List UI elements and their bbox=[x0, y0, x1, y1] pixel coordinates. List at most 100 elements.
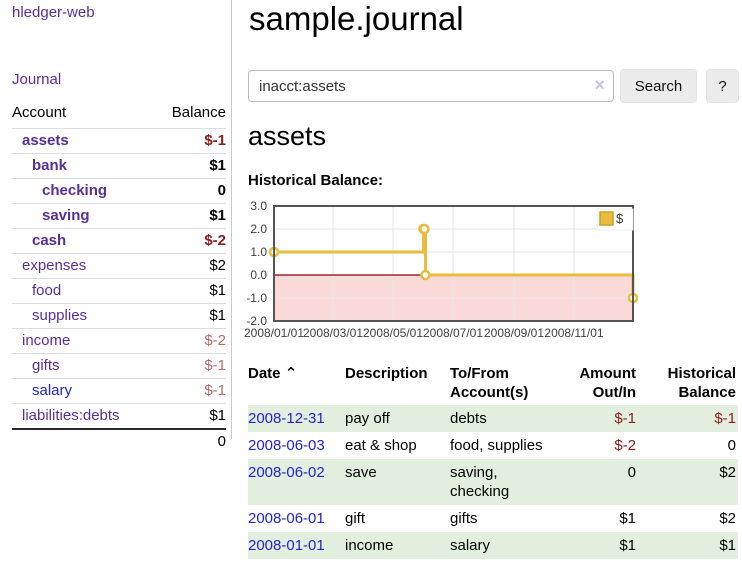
register-row[interactable]: 2008-12-31 pay off debts $-1 $-1 bbox=[248, 405, 738, 432]
y-tick-label: -1.0 bbox=[246, 291, 267, 305]
account-link[interactable]: food bbox=[32, 282, 62, 299]
account-name-cell: income bbox=[12, 329, 154, 354]
account-row: income $-2 bbox=[12, 328, 226, 354]
search-button[interactable]: Search bbox=[620, 69, 697, 103]
account-link[interactable]: bank bbox=[32, 157, 68, 174]
register-date-cell: 2008-12-31 bbox=[248, 405, 345, 432]
account-row: liabilities:debts $1 bbox=[12, 403, 226, 430]
account-balance: $-1 bbox=[204, 357, 226, 374]
account-row: salary $-1 bbox=[12, 378, 226, 404]
account-link[interactable]: supplies bbox=[32, 307, 88, 324]
account-balance: $-2 bbox=[204, 232, 226, 249]
register-date-link[interactable]: 2008-06-01 bbox=[248, 510, 325, 527]
account-row: supplies $1 bbox=[12, 303, 226, 329]
data-point-marker bbox=[420, 269, 431, 281]
account-name-cell: cash bbox=[12, 229, 154, 254]
register-amount: 0 bbox=[627, 464, 636, 481]
register-col-accounts: To/From Account(s) bbox=[450, 365, 529, 401]
data-point-marker bbox=[419, 223, 430, 235]
register-date-cell: 2008-06-02 bbox=[248, 459, 345, 505]
account-link[interactable]: gifts bbox=[32, 357, 60, 374]
register-description: save bbox=[345, 464, 377, 481]
account-balance: $1 bbox=[209, 207, 226, 224]
account-link[interactable]: income bbox=[22, 332, 71, 349]
legend-swatch bbox=[599, 211, 614, 226]
register-accounts: salary bbox=[450, 537, 491, 554]
search-input-wrap: × bbox=[248, 70, 614, 102]
y-tick-label: 2.0 bbox=[250, 222, 267, 236]
account-row: gifts $-1 bbox=[12, 353, 226, 379]
register-accounts: debts bbox=[450, 410, 487, 427]
register-amount: $1 bbox=[619, 510, 636, 527]
account-name-cell: checking bbox=[12, 179, 154, 204]
page-title: sample.journal bbox=[249, 0, 464, 37]
y-tick-label: -2.0 bbox=[246, 314, 267, 328]
account-link[interactable]: liabilities:debts bbox=[22, 407, 120, 424]
register-description: income bbox=[345, 537, 394, 554]
accounts-total-spacer bbox=[12, 429, 154, 454]
account-balance: $-1 bbox=[204, 382, 226, 399]
accounts-header-row: Account Balance bbox=[12, 103, 226, 129]
sidebar: hledger-web Journal Account Balance asse… bbox=[0, 0, 232, 450]
account-name-cell: bank bbox=[12, 154, 154, 179]
account-name-cell: supplies bbox=[12, 304, 154, 329]
register-row[interactable]: 2008-01-01 income salary $1 $1 bbox=[248, 532, 738, 559]
chart-svg: 3.0 2.0 1.0 0.0 -1.0 -2.02008/01/012008/03/01… bbox=[244, 199, 639, 340]
account-link[interactable]: assets bbox=[22, 132, 69, 149]
account-balance: 0 bbox=[217, 182, 226, 199]
sidebar-item-journal[interactable]: Journal bbox=[12, 71, 62, 88]
register-date-link[interactable]: 2008-06-02 bbox=[248, 464, 325, 481]
x-tick-label: 2008/05/01 bbox=[363, 326, 423, 340]
account-link[interactable]: cash bbox=[32, 232, 67, 249]
account-row: expenses $2 bbox=[12, 253, 226, 279]
search-form: × Search ? bbox=[248, 69, 742, 104]
date-header-label: Date bbox=[248, 365, 281, 382]
account-link[interactable]: saving bbox=[42, 207, 90, 224]
register-col-date[interactable]: Date ⌃ bbox=[248, 361, 345, 405]
register-balance: $1 bbox=[719, 537, 736, 554]
x-tick-label: 2008/09/01 bbox=[484, 326, 544, 340]
register-date-link[interactable]: 2008-12-31 bbox=[248, 410, 325, 427]
account-name-cell: salary bbox=[12, 379, 154, 404]
register-col-amount: Amount Out/In bbox=[579, 365, 636, 401]
register-col-description: Description bbox=[345, 365, 428, 382]
account-name-cell: food bbox=[12, 279, 154, 304]
app-title-link[interactable]: hledger-web bbox=[12, 4, 95, 21]
accounts-col-balance: Balance bbox=[171, 104, 226, 121]
account-name-cell: assets bbox=[12, 129, 154, 154]
register-date-link[interactable]: 2008-01-01 bbox=[248, 537, 325, 554]
chart-title: Historical Balance: bbox=[248, 172, 384, 189]
register-description: gift bbox=[345, 510, 366, 527]
y-tick-label: 1.0 bbox=[250, 245, 267, 259]
register-row[interactable]: 2008-06-01 gift gifts $1 $2 bbox=[248, 505, 738, 532]
register-accounts: food, supplies bbox=[450, 437, 543, 454]
help-button[interactable]: ? bbox=[706, 69, 739, 103]
register-balance: $2 bbox=[719, 510, 736, 527]
account-row: assets $-1 bbox=[12, 128, 226, 154]
register-balance: 0 bbox=[727, 437, 736, 454]
register-row[interactable]: 2008-06-02 save saving, checking 0 $2 bbox=[248, 459, 738, 505]
account-row: bank $1 bbox=[12, 153, 226, 179]
register-date-cell: 2008-06-03 bbox=[248, 432, 345, 459]
account-heading: assets bbox=[248, 121, 327, 151]
x-tick-label: 2008/01/01 bbox=[244, 326, 304, 340]
y-tick-label: 3.0 bbox=[250, 199, 267, 213]
account-row: food $1 bbox=[12, 278, 226, 304]
register-date-link[interactable]: 2008-06-03 bbox=[248, 437, 325, 454]
search-input[interactable] bbox=[248, 70, 614, 102]
account-link[interactable]: salary bbox=[32, 382, 73, 399]
register-table: Date ⌃ Description To/From Account(s) Am… bbox=[248, 361, 738, 559]
x-tick-label: 2008/03/01 bbox=[303, 326, 363, 340]
register-description: pay off bbox=[345, 410, 390, 427]
x-tick-label: 2008/11/01 bbox=[544, 326, 603, 340]
accounts-total-value: 0 bbox=[217, 433, 226, 450]
register-row[interactable]: 2008-06-03 eat & shop food, supplies $-2 0 bbox=[248, 432, 738, 459]
account-balance: $1 bbox=[209, 282, 226, 299]
y-tick-label: 0.0 bbox=[250, 268, 267, 282]
clear-search-icon[interactable]: × bbox=[594, 75, 605, 95]
account-link[interactable]: expenses bbox=[22, 257, 87, 274]
register-balance: $2 bbox=[719, 464, 736, 481]
account-link[interactable]: checking bbox=[42, 182, 108, 199]
register-col-balance: Historical Balance bbox=[667, 365, 736, 401]
